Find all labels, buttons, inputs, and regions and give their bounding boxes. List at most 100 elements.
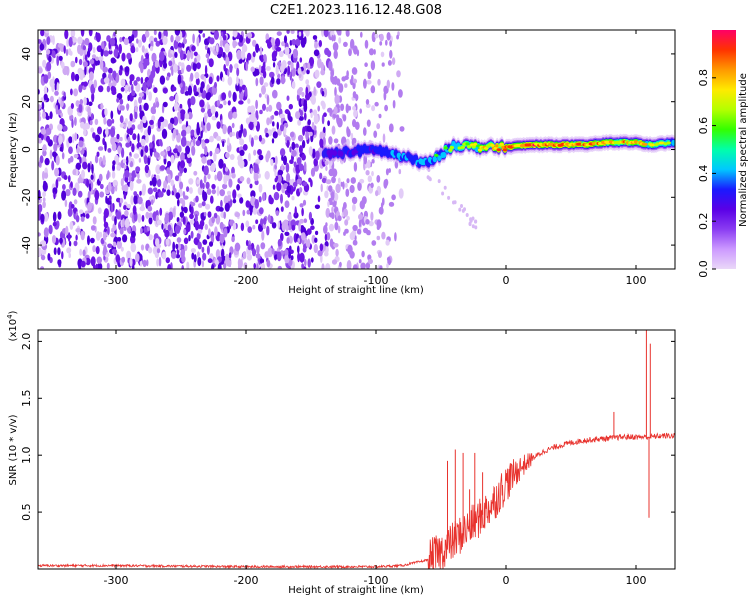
noise-cell (370, 211, 374, 221)
noise-cell (333, 75, 338, 85)
noise-cell (186, 186, 190, 193)
noise-cell (183, 228, 187, 235)
noise-cell (38, 110, 41, 117)
noise-cell (177, 74, 182, 85)
noise-cell (245, 220, 250, 228)
noise-cell (268, 104, 273, 112)
noise-cell (260, 262, 266, 269)
noise-cell (389, 49, 393, 59)
noise-cell (319, 172, 323, 180)
noise-cell (232, 30, 238, 38)
noise-cell (80, 30, 85, 37)
noise-cell (306, 69, 310, 75)
noise-cell (342, 181, 345, 190)
noise-cell (208, 241, 214, 247)
noise-cell (124, 218, 130, 228)
noise-cell (249, 183, 253, 189)
noise-cell (297, 134, 304, 142)
noise-cell (227, 137, 230, 146)
x-tick-label: -100 (364, 574, 389, 587)
noise-cell (129, 74, 135, 82)
noise-cell (346, 215, 350, 221)
noise-cell (181, 199, 186, 208)
noise-cell (180, 111, 185, 122)
noise-cell (164, 229, 170, 238)
noise-cell (280, 193, 283, 204)
noise-cell (281, 155, 284, 162)
noise-cell (317, 195, 321, 203)
noise-cell (352, 78, 357, 84)
noise-cell (172, 241, 176, 252)
noise-cell (298, 115, 304, 121)
noise-cell (182, 38, 187, 45)
noise-cell (332, 113, 338, 119)
noise-cell (328, 60, 333, 71)
noise-cell (49, 111, 53, 120)
noise-cell (224, 167, 229, 172)
noise-cell (355, 94, 359, 101)
noise-cell (291, 141, 296, 151)
noise-cell (277, 220, 280, 230)
noise-cell (209, 164, 216, 172)
noise-cell (333, 138, 339, 144)
noise-cell (232, 91, 236, 102)
noise-cell (113, 48, 119, 58)
noise-cell (255, 253, 261, 259)
x-tick-label: 0 (503, 574, 510, 587)
noise-cell (352, 239, 358, 246)
noise-cell (167, 264, 172, 269)
noise-cell (82, 61, 88, 67)
noise-cell (204, 138, 210, 144)
noise-cell (172, 86, 177, 92)
noise-cell (53, 247, 57, 255)
noise-cell (260, 242, 266, 250)
noise-cell (213, 152, 217, 162)
y-tick-label: 1.5 (20, 390, 33, 408)
noise-cell (218, 158, 224, 169)
noise-cell (474, 225, 478, 230)
noise-cell (63, 45, 66, 54)
noise-cell (339, 30, 342, 36)
noise-cell (94, 190, 100, 201)
noise-cell (70, 204, 75, 209)
noise-cell (290, 255, 294, 261)
noise-cell (149, 147, 153, 157)
noise-cell (325, 222, 328, 227)
noise-cell (152, 187, 158, 193)
noise-cell (93, 79, 98, 89)
snr-frame (37, 329, 676, 570)
noise-cell (56, 55, 60, 66)
noise-cell (324, 233, 328, 242)
noise-cell (195, 195, 199, 203)
noise-cell (297, 245, 300, 254)
noise-cell (348, 48, 352, 57)
noise-cell (184, 91, 190, 96)
noise-cell (331, 176, 336, 184)
noise-cell (367, 175, 372, 183)
noise-cell (133, 153, 140, 159)
band-cell (666, 141, 671, 145)
noise-cell (180, 136, 187, 147)
noise-cell (252, 224, 256, 230)
noise-cell (338, 83, 344, 93)
noise-cell (204, 115, 207, 124)
noise-cell (238, 130, 242, 138)
noise-cell (258, 134, 262, 142)
noise-cell (170, 34, 174, 43)
noise-cell (112, 163, 115, 172)
noise-cell (75, 73, 80, 82)
noise-cell (443, 185, 447, 190)
noise-cell (332, 42, 339, 52)
noise-cell (331, 125, 336, 135)
noise-cell (385, 239, 390, 246)
noise-cell (222, 183, 228, 190)
colorbar-ticks: 0.0 0.2 0.4 0.6 0.8 (697, 69, 716, 278)
noise-cell (80, 121, 85, 129)
noise-cell (201, 156, 207, 164)
noise-cell (67, 207, 73, 217)
noise-cell (342, 114, 347, 122)
noise-cell (364, 62, 368, 67)
noise-cell (42, 191, 46, 198)
noise-cell (170, 117, 175, 125)
band-cell (495, 144, 500, 148)
